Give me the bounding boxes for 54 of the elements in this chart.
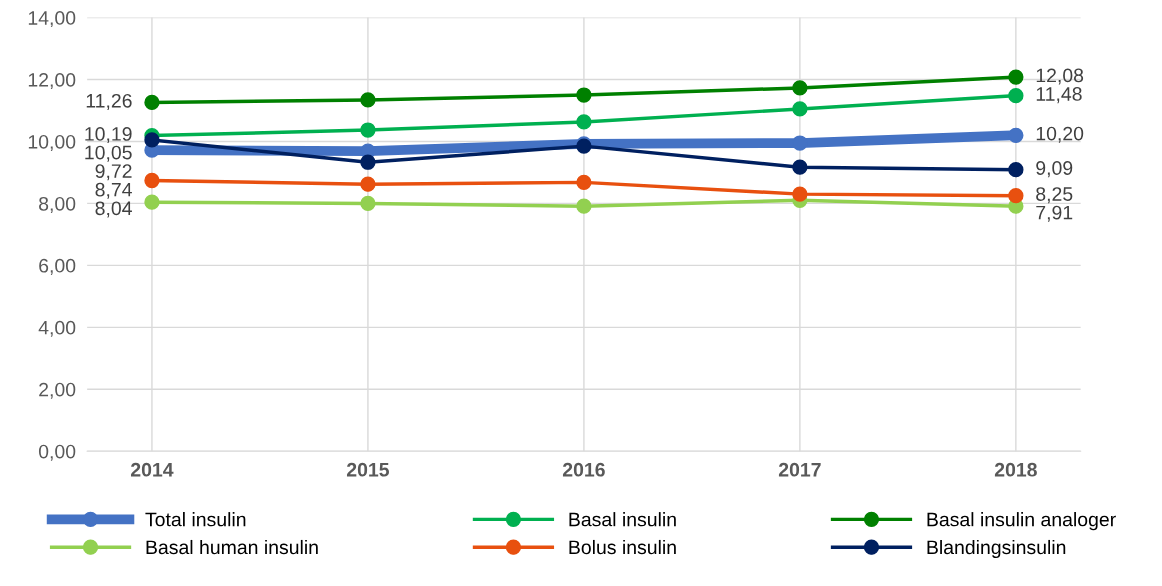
data-label: 9,09 <box>1036 161 1073 178</box>
data-label: 8,74 <box>95 182 132 199</box>
x-tick-label: 2015 <box>346 462 390 477</box>
legend-label: Basal human insulin <box>146 539 318 555</box>
point <box>360 176 376 192</box>
legend-label: Basal insulin analoger <box>927 512 1116 531</box>
point <box>1008 69 1024 85</box>
legend-label: Bolus insulin <box>569 539 676 555</box>
y-tick-label: 12,00 <box>28 73 76 90</box>
data-label: 10,20 <box>1036 126 1084 143</box>
x-tick-label: 2014 <box>130 462 174 477</box>
legend-label: Blandingsinsulin <box>927 539 1066 559</box>
data-label: 12,08 <box>1036 68 1084 85</box>
point <box>144 132 160 148</box>
x-tick-label: 2017 <box>778 462 821 477</box>
point <box>576 87 592 103</box>
point <box>792 101 808 117</box>
point <box>576 114 592 130</box>
y-tick-label: 2,00 <box>39 382 76 399</box>
y-tick-label: 10,00 <box>28 134 76 152</box>
point <box>1008 162 1024 178</box>
data-label: 8,25 <box>1036 187 1073 204</box>
y-tick-label: 0,00 <box>38 444 76 461</box>
data-label: 10,05 <box>85 145 132 162</box>
x-tick-label: 2016 <box>562 462 605 477</box>
point <box>360 195 376 212</box>
data-label: 10,19 <box>85 127 132 144</box>
y-tick-label: 4,00 <box>38 320 76 337</box>
x-tick-label: 2018 <box>994 462 1037 477</box>
point <box>360 92 376 108</box>
point <box>792 159 808 175</box>
y-tick-label: 6,00 <box>39 258 76 275</box>
point <box>792 80 808 96</box>
legend-label: Total insulin <box>145 512 246 527</box>
point <box>360 154 376 170</box>
point <box>1008 188 1024 204</box>
point <box>576 174 592 191</box>
point <box>144 172 160 189</box>
point <box>792 186 808 202</box>
point <box>144 194 160 210</box>
data-label: 11,26 <box>86 93 132 110</box>
point <box>1008 127 1024 143</box>
y-tick-label: 8,00 <box>39 196 76 213</box>
y-tick-label: 14,00 <box>28 11 76 28</box>
legend-label: Basal insulin <box>569 512 676 527</box>
data-label: 7,91 <box>1036 205 1073 222</box>
data-label: 11,48 <box>1036 87 1082 104</box>
point <box>792 135 808 151</box>
point <box>576 198 592 214</box>
point <box>360 122 376 138</box>
data-label: 9,72 <box>95 164 132 181</box>
data-label: 8,04 <box>95 201 132 218</box>
point <box>1008 87 1024 104</box>
point <box>144 94 160 111</box>
